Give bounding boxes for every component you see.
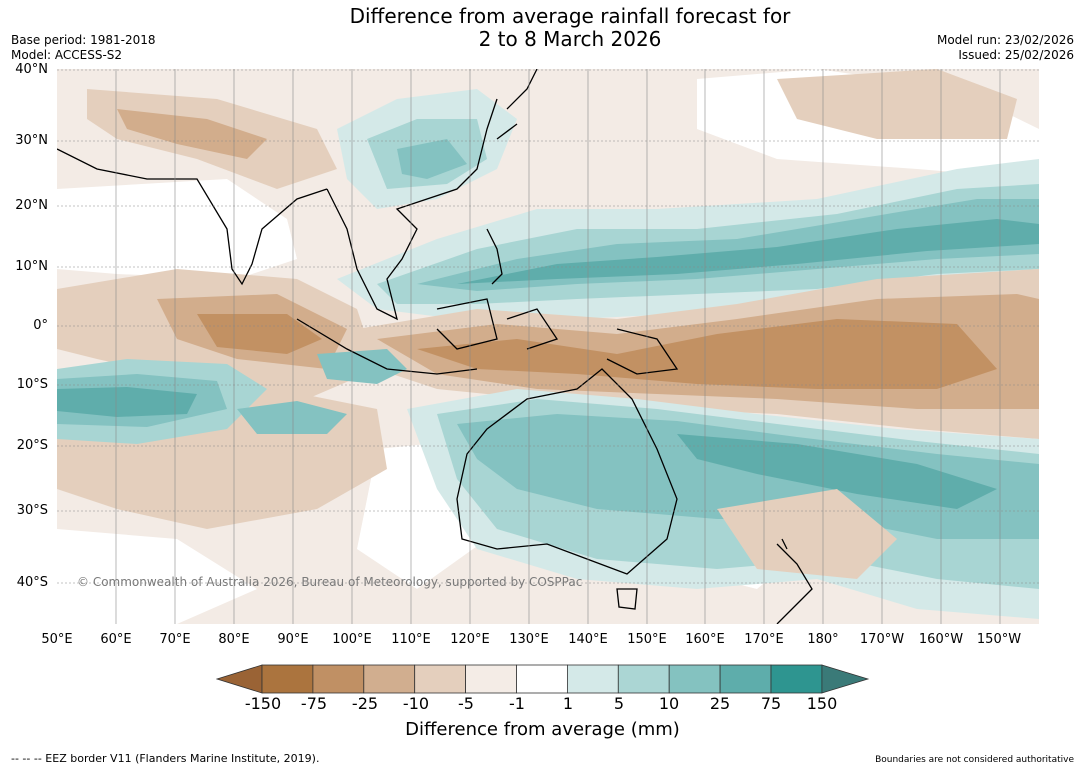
wet-region-south-indian-ocean (57, 387, 197, 417)
coastline-new-zealand (776, 538, 813, 624)
coastline-india (57, 148, 328, 286)
lon-label-150e: 150°E (627, 632, 667, 647)
colorbar-tick: -1 (509, 694, 525, 713)
map-title-line1: Difference from average rainfall forecas… (349, 4, 791, 28)
colorbar-segment (363, 664, 416, 694)
model-text: Model: ACCESS-S2 (11, 48, 123, 62)
base-period-text: Base period: 1981-2018 (11, 33, 156, 47)
colorbar-tick: -150 (244, 694, 282, 713)
colorbar-segment (617, 664, 670, 694)
map-title-line2: 2 to 8 March 2026 (478, 27, 662, 51)
colorbar (216, 664, 870, 694)
lon-label-170w: 170°W (859, 632, 905, 647)
lon-label-170e: 170°E (744, 632, 784, 647)
wet-band-australia (677, 434, 997, 509)
wet-band-australia (457, 414, 1039, 539)
lat-label-0: 0° (33, 318, 48, 333)
dry-region-india (117, 109, 267, 159)
colorbar-segment (566, 664, 619, 694)
lon-label-160e: 160°E (685, 632, 725, 647)
dry-band-indian-ocean (197, 314, 322, 354)
lon-label-140e: 140°E (568, 632, 608, 647)
colorbar-segment (312, 664, 365, 694)
lon-label-100e: 100°E (332, 632, 372, 647)
boundaries-note: Boundaries are not considered authoritat… (875, 755, 1074, 765)
dry-region-south-pacific (717, 489, 897, 579)
colorbar-segment (516, 664, 568, 694)
lat-label-40n: 40°N (15, 62, 48, 77)
lat-label-30n: 30°N (15, 133, 48, 148)
lat-label-20n: 20°N (15, 198, 48, 213)
colorbar-tick: -75 (300, 694, 328, 713)
colorbar-tick: -5 (458, 694, 474, 713)
lat-label-30s: 30°S (16, 503, 48, 518)
coastline-indochina (326, 98, 498, 321)
colorbar-segment (668, 664, 721, 694)
lat-label-40s: 40°S (16, 575, 48, 590)
lon-label-50e: 50°E (41, 632, 73, 647)
colorbar-tick: 1 (562, 694, 574, 713)
lat-label-10n: 10°N (15, 259, 48, 274)
colorbar-tick: -25 (351, 694, 379, 713)
colorbar-extend-wet (821, 664, 870, 694)
coastline-japan (496, 69, 538, 140)
wet-band-west-pacific (457, 219, 1039, 284)
lon-label-110e: 110°E (391, 632, 431, 647)
lon-label-60e: 60°E (100, 632, 132, 647)
neutral-region (57, 179, 297, 279)
wet-region-south-indian-ocean (237, 401, 347, 434)
colorbar-segment (465, 664, 517, 694)
lon-label-70e: 70°E (159, 632, 191, 647)
gridlines (57, 69, 1039, 624)
coastline-tasmania (616, 588, 638, 610)
copyright-text: © Commonwealth of Australia 2026, Bureau… (77, 575, 582, 589)
colorbar-segment (414, 664, 466, 694)
colorbar-segment (770, 664, 823, 694)
lon-label-160w: 160°W (918, 632, 964, 647)
colorbar-segment (719, 664, 772, 694)
lon-label-150w: 150°W (976, 632, 1022, 647)
neutral-region (57, 529, 257, 624)
dry-region-north (777, 69, 1017, 139)
colorbar-tick: -10 (402, 694, 430, 713)
eez-border-note: -- -- -- EEZ border V11 (Flanders Marine… (11, 752, 320, 765)
wet-region-east-asia (397, 139, 467, 179)
rainfall-anomaly-map: © Commonwealth of Australia 2026, Bureau… (57, 69, 1039, 624)
dry-band-pacific (417, 319, 997, 389)
colorbar-tick: 150 (806, 694, 838, 713)
wet-region-java-sea (317, 349, 407, 384)
colorbar-tick: 10 (658, 694, 680, 713)
lat-label-10s: 10°S (16, 377, 48, 392)
issued-text: Issued: 25/02/2026 (958, 48, 1074, 62)
lon-label-90e: 90°E (277, 632, 309, 647)
lat-label-20s: 20°S (16, 438, 48, 453)
colorbar-segment (261, 664, 314, 694)
lon-label-120e: 120°E (450, 632, 490, 647)
colorbar-tick: 75 (760, 694, 782, 713)
colorbar-tick: 5 (613, 694, 625, 713)
colorbar-extend-dry (216, 664, 263, 694)
model-run-text: Model run: 23/02/2026 (936, 33, 1074, 47)
colorbar-label: Difference from average (mm) (405, 719, 680, 740)
lon-label-80e: 80°E (218, 632, 250, 647)
coastline-indonesia (296, 298, 679, 375)
lon-label-180: 180° (807, 632, 839, 647)
coastline-philippines (486, 228, 503, 285)
lon-label-130e: 130°E (509, 632, 549, 647)
colorbar-tick: 25 (709, 694, 731, 713)
